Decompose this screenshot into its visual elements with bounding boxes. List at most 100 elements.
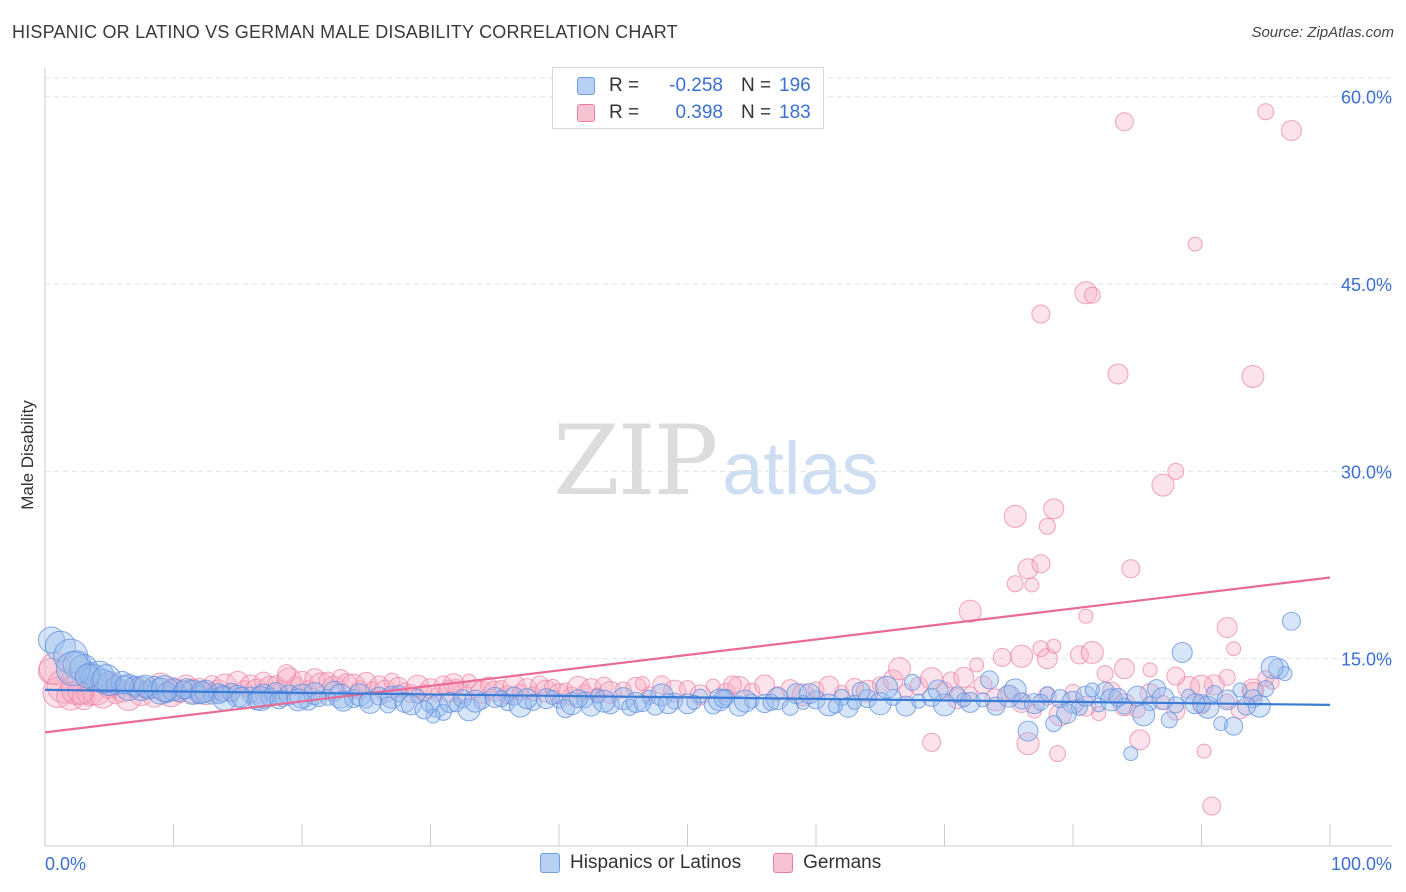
point-germans	[1187, 236, 1203, 252]
x-tick-label-max: 100.0%	[1331, 854, 1392, 874]
legend-n-value: 183	[779, 102, 811, 123]
point-germans	[1113, 658, 1135, 680]
point-germans	[277, 664, 297, 684]
point-hispanics	[1277, 666, 1293, 682]
point-germans	[845, 677, 865, 697]
point-germans	[1216, 616, 1238, 638]
y-tick-label: 15.0%	[1341, 650, 1392, 670]
point-hispanics	[492, 690, 510, 708]
point-hispanics	[657, 693, 679, 715]
y-tick-label: 30.0%	[1341, 462, 1392, 482]
point-hispanics	[1232, 682, 1248, 698]
x-tick-label-min: 0.0%	[45, 854, 86, 874]
point-hispanics	[1108, 687, 1128, 707]
point-hispanics	[1281, 611, 1301, 631]
point-germans	[1226, 641, 1242, 657]
point-germans	[1280, 119, 1302, 141]
legend-row-hispanics: R = -0.258 N = 196	[577, 73, 811, 99]
point-hispanics	[55, 651, 91, 687]
point-hispanics	[837, 696, 859, 718]
point-germans	[1080, 640, 1104, 664]
point-hispanics	[379, 696, 397, 714]
point-germans	[882, 669, 904, 691]
point-germans	[1031, 554, 1051, 574]
point-hispanics	[1050, 689, 1070, 709]
legend-r-label: R =	[609, 75, 640, 96]
point-germans	[652, 675, 672, 695]
point-hispanics	[1216, 689, 1238, 711]
point-germans	[1078, 608, 1094, 624]
point-hispanics	[1132, 703, 1156, 727]
point-germans	[969, 657, 985, 673]
point-hispanics	[1003, 678, 1027, 702]
x-ticks	[44, 824, 1331, 846]
point-hispanics	[142, 675, 166, 699]
point-germans	[614, 681, 632, 699]
legend-row-germans: R = 0.398 N = 183	[577, 100, 811, 126]
point-hispanics	[1224, 716, 1244, 736]
point-germans	[1096, 665, 1114, 683]
point-hispanics	[1151, 687, 1175, 711]
point-germans	[1264, 674, 1280, 690]
point-germans	[1218, 668, 1236, 686]
point-hispanics	[1205, 685, 1223, 703]
point-germans	[855, 679, 879, 703]
point-germans	[1048, 703, 1072, 727]
point-hispanics	[895, 695, 917, 717]
trend-line-germans	[44, 576, 1331, 734]
point-hispanics	[979, 670, 999, 690]
point-hispanics	[592, 689, 616, 713]
point-hispanics	[762, 693, 780, 711]
point-hispanics	[799, 683, 821, 705]
point-germans	[1024, 577, 1040, 593]
point-germans	[1151, 473, 1175, 497]
point-hispanics	[827, 698, 843, 714]
point-germans	[1031, 304, 1051, 324]
point-germans	[1091, 706, 1107, 722]
point-hispanics	[1017, 720, 1039, 742]
point-hispanics	[634, 695, 652, 713]
series-label-hispanics: Hispanics or Latinos	[570, 852, 742, 873]
point-hispanics	[545, 689, 561, 705]
series-legend-germans[interactable]: Germans	[773, 852, 881, 874]
point-germans	[1167, 462, 1185, 480]
axes	[44, 68, 1392, 847]
point-hispanics	[1171, 641, 1193, 663]
series-legend-hispanics[interactable]: Hispanics or Latinos	[540, 852, 741, 874]
chart-title: HISPANIC OR LATINO VS GERMAN MALE DISABI…	[12, 22, 678, 42]
point-hispanics	[1257, 680, 1275, 698]
point-hispanics	[92, 664, 122, 694]
series-label-germans: Germans	[803, 852, 882, 873]
point-hispanics	[174, 680, 194, 700]
source-credit: Source: ZipAtlas.com	[1251, 24, 1394, 41]
point-hispanics	[611, 687, 635, 711]
point-germans	[942, 671, 960, 689]
point-germans	[1083, 286, 1101, 304]
point-germans	[635, 676, 651, 692]
legend-r-value: -0.258	[669, 75, 723, 96]
point-hispanics	[733, 689, 757, 713]
point-germans	[1049, 745, 1067, 763]
point-hispanics	[568, 689, 588, 709]
point-hispanics	[1260, 655, 1284, 679]
point-germans	[1114, 112, 1134, 132]
series-legend: Hispanics or Latinos Germans	[540, 852, 913, 874]
point-germans	[1043, 498, 1065, 520]
point-germans	[1046, 638, 1062, 654]
y-tick-label: 45.0%	[1341, 275, 1392, 295]
point-hispanics	[1056, 703, 1078, 725]
legend-n-label: N =	[741, 102, 772, 123]
legend-r-label: R =	[609, 102, 640, 123]
point-germans	[1003, 504, 1027, 528]
point-germans	[922, 732, 942, 752]
point-hispanics	[1070, 698, 1088, 716]
point-germans	[1142, 662, 1158, 678]
point-hispanics	[1084, 682, 1100, 698]
point-hispanics	[128, 676, 154, 702]
point-hispanics	[686, 694, 702, 710]
correlation-legend: R = -0.258 N = 196 R = 0.398 N = 183	[552, 67, 824, 129]
point-hispanics	[1100, 688, 1124, 712]
point-germans	[992, 647, 1012, 667]
point-hispanics	[1167, 696, 1185, 714]
